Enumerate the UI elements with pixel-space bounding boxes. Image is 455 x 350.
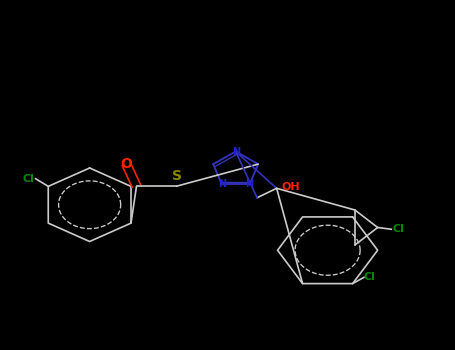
Text: N: N xyxy=(232,147,240,156)
Text: Cl: Cl xyxy=(364,272,376,282)
Text: N: N xyxy=(218,180,226,189)
Text: O: O xyxy=(121,158,132,172)
Text: N: N xyxy=(246,180,253,189)
Text: OH: OH xyxy=(281,182,300,191)
Text: Cl: Cl xyxy=(23,174,35,184)
Text: Cl: Cl xyxy=(392,224,404,234)
Text: S: S xyxy=(172,169,182,183)
